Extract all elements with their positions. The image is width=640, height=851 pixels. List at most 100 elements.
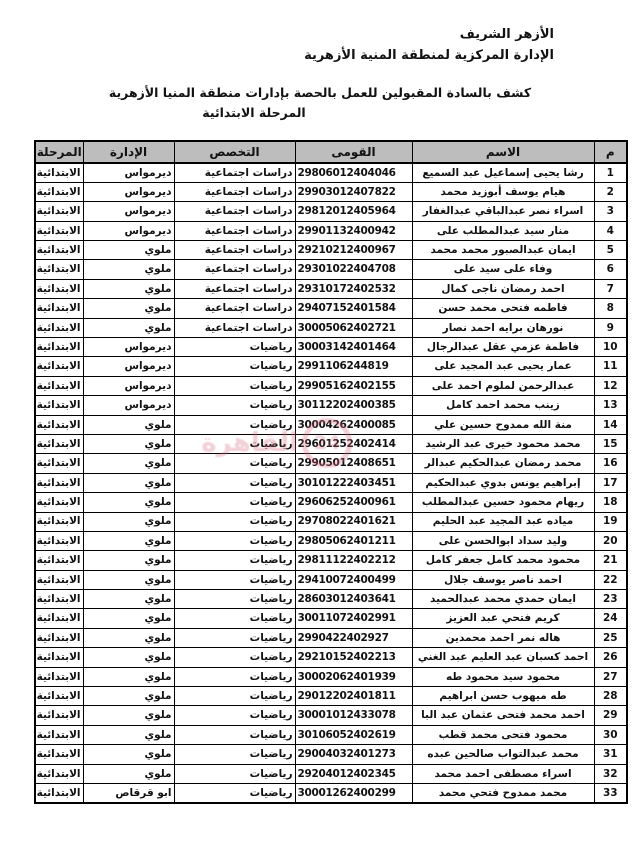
cell-administration: ملوي <box>82 511 175 532</box>
cell-stage: الابتدائية <box>34 569 84 591</box>
cell-index: 30 <box>593 724 628 746</box>
cell-specialization: رياضيات <box>173 744 296 765</box>
cell-index: 17 <box>593 472 628 494</box>
cell-index: 3 <box>593 201 628 222</box>
cell-name: ايمان عبدالصبور محمد محمد <box>411 240 595 261</box>
cell-administration: ديرمواس <box>82 337 175 358</box>
table-row: 32 اسراء مصطفى احمد محمد 29204012402345 ريا… <box>34 763 628 785</box>
table-row: 9 نورهان برايه احمد نصار 30005062402721 درا… <box>34 317 628 339</box>
cell-national_id: 30001012433078 <box>294 705 413 726</box>
cell-national_id: 30011072402991 <box>294 608 413 629</box>
table-row: 21 محمود محمد كامل جعفر كامل 2981112240221… <box>34 550 628 571</box>
cell-specialization: رياضيات <box>173 375 296 397</box>
cell-national_id: 2990422402927 <box>294 627 413 649</box>
cell-specialization: دراسات اجتماعية <box>173 201 296 222</box>
cell-administration: ملوي <box>82 550 175 571</box>
cell-stage: الابتدائية <box>34 395 84 416</box>
cell-national_id: 29903012407822 <box>294 181 413 203</box>
cell-specialization: دراسات اجتماعية <box>173 240 296 261</box>
cell-name: احمد كسبان عبد العليم عبد الغني <box>411 647 595 668</box>
table-row: 17 إبراهيم يونس بدوي عبدالحكيم 30101222403… <box>34 472 628 494</box>
cell-stage: الابتدائية <box>34 705 84 726</box>
cell-administration: ديرمواس <box>82 395 175 416</box>
cell-specialization: رياضيات <box>173 666 296 688</box>
cell-name: هيام يوسف أبوزيد محمد <box>411 181 595 203</box>
cell-specialization: رياضيات <box>173 686 296 707</box>
cell-administration: ملوي <box>82 492 175 513</box>
table-row: 3 اسراء نصر عبدالباقي عبدالغفار 2981201240… <box>34 201 628 222</box>
cell-national_id: 28603012403641 <box>294 589 413 610</box>
cell-stage: الابتدائية <box>34 433 84 455</box>
cell-stage: الابتدائية <box>34 453 84 474</box>
cell-name: طه ميهوب حسن ابراهيم <box>411 686 595 707</box>
cell-stage: الابتدائية <box>34 724 84 746</box>
cell-administration: ملوي <box>82 317 175 339</box>
document-title: كشف بالسادة المقبولين للعمل بالحصة بإدار… <box>108 85 532 100</box>
cell-national_id: 30001262400299 <box>294 782 413 804</box>
cell-name: اسراء مصطفى احمد محمد <box>411 763 595 785</box>
cell-national_id: 30106052402619 <box>294 724 413 746</box>
table-row: 5 ايمان عبدالصبور محمد محمد 29210212400967… <box>34 240 628 261</box>
cell-name: وليد سداد ابوالحسن على <box>411 530 595 552</box>
cell-index: 27 <box>593 666 628 688</box>
column-header-name: الاسم <box>411 140 595 164</box>
cell-index: 25 <box>593 627 628 649</box>
cell-name: نورهان برايه احمد نصار <box>411 317 595 339</box>
cell-index: 11 <box>593 356 628 377</box>
cell-administration: ملوي <box>82 647 175 668</box>
cell-stage: الابتدائية <box>34 240 84 261</box>
cell-stage: الابتدائية <box>34 317 84 339</box>
cell-name: احمد محمد فتحى عثمان عبد البا <box>411 705 595 726</box>
cell-index: 2 <box>593 181 628 203</box>
cell-stage: الابتدائية <box>34 201 84 222</box>
cell-administration: ملوي <box>82 453 175 474</box>
cell-stage: الابتدائية <box>34 472 84 494</box>
cell-index: 14 <box>593 414 628 435</box>
cell-stage: الابتدائية <box>34 162 84 183</box>
cell-national_id: 29812012405964 <box>294 201 413 222</box>
cell-administration: ملوي <box>82 278 175 300</box>
cell-administration: ملوي <box>82 705 175 726</box>
cell-index: 26 <box>593 647 628 668</box>
cell-stage: الابتدائية <box>34 511 84 532</box>
cell-administration: ملوي <box>82 569 175 591</box>
cell-specialization: رياضيات <box>173 550 296 571</box>
cell-specialization: دراسات اجتماعية <box>173 278 296 300</box>
cell-specialization: دراسات اجتماعية <box>173 259 296 280</box>
cell-index: 29 <box>593 705 628 726</box>
table-row: 27 محمود سيد محمود طه 30002062401939 رياضيا… <box>34 666 628 688</box>
table-row: 4 منار سيد عبدالمطلب على 29901132400942 درا… <box>34 220 628 242</box>
table-row: 19 مياده عبد المجيد عبد الحليم 29708022401… <box>34 511 628 532</box>
cell-stage: الابتدائية <box>34 337 84 358</box>
cell-name: محمود سيد محمود طه <box>411 666 595 688</box>
cell-national_id: 29310172402532 <box>294 278 413 300</box>
cell-specialization: رياضيات <box>173 433 296 455</box>
cell-specialization: رياضيات <box>173 356 296 377</box>
cell-name: كريم فتحي عبد العزيز <box>411 608 595 629</box>
cell-name: اسراء نصر عبدالباقي عبدالغفار <box>411 201 595 222</box>
cell-index: 18 <box>593 492 628 513</box>
cell-specialization: رياضيات <box>173 414 296 435</box>
cell-specialization: رياضيات <box>173 647 296 668</box>
cell-name: رشا يحيى إسماعيل عبد السميع <box>411 162 595 183</box>
cell-name: محمد ممدوح فتحي محمد <box>411 782 595 804</box>
column-header-administration: الإدارة <box>82 140 175 164</box>
cell-name: احمد رمضان ناجى كمال <box>411 278 595 300</box>
cell-index: 32 <box>593 763 628 785</box>
cell-specialization: رياضيات <box>173 763 296 785</box>
cell-national_id: 30002062401939 <box>294 666 413 688</box>
cell-administration: ملوي <box>82 686 175 707</box>
cell-index: 7 <box>593 278 628 300</box>
cell-name: إبراهيم يونس بدوي عبدالحكيم <box>411 472 595 494</box>
cell-national_id: 29301022404708 <box>294 259 413 280</box>
org-name-line: الأزهر الشريف <box>459 27 554 42</box>
table-row: 30 محمود فتحى محمد قطب 30106052402619 رياضي… <box>34 724 628 746</box>
cell-administration: ملوي <box>82 627 175 649</box>
cell-specialization: رياضيات <box>173 492 296 513</box>
cell-index: 33 <box>593 782 628 804</box>
cell-national_id: 2991106244819 <box>294 356 413 377</box>
cell-stage: الابتدائية <box>34 278 84 300</box>
cell-administration: ديرمواس <box>82 356 175 377</box>
cell-stage: الابتدائية <box>34 763 84 785</box>
